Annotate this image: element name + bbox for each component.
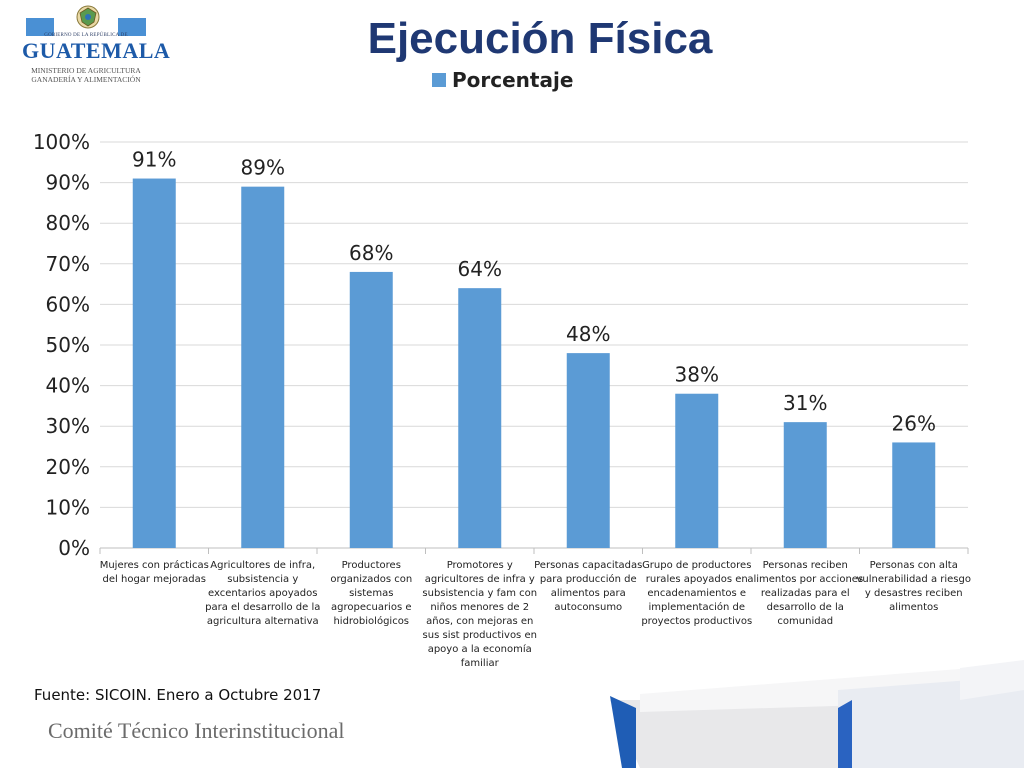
- x-tick-label-line: Personas con alta: [870, 560, 958, 571]
- x-tick-label-line: Grupo de productores: [642, 560, 751, 571]
- flag-band-left: [26, 18, 54, 36]
- data-label: 64%: [458, 257, 502, 281]
- x-tick-label: Mujeres con prácticas del hogar mejoradas: [100, 559, 209, 585]
- y-tick-label: 30%: [46, 414, 90, 438]
- data-label: 31%: [783, 391, 827, 415]
- x-tick-label-line: rurales apoyados en: [646, 574, 748, 585]
- x-tick-label-line: realizadas para el: [761, 588, 850, 599]
- x-tick-label: Productores organizados con sistemas agrope…: [330, 560, 412, 627]
- ministry-line-2: GANADERÍA Y ALIMENTACIÓN: [31, 75, 141, 84]
- bar: [132, 178, 176, 549]
- data-label: 48%: [566, 322, 610, 346]
- x-tick-label: Personas reciben alimentos por acciones re…: [747, 560, 863, 627]
- x-tick-label-line: alimentos para: [551, 588, 626, 599]
- x-tick-label-line: proyectos productivos: [641, 616, 752, 627]
- committee-name: Comité Técnico Interinstitucional: [48, 718, 345, 743]
- coat-of-arms-icon: [76, 5, 100, 29]
- x-tick-label-line: para el desarrollo de la: [205, 602, 320, 613]
- x-tick-label-line: y desastres reciben: [865, 588, 963, 599]
- y-tick-label: 90%: [46, 171, 90, 195]
- y-tick-label: 60%: [46, 292, 90, 316]
- x-tick-label: Personas con alta vulnerabilidad a riesgo…: [857, 560, 971, 613]
- y-tick-label: 20%: [46, 455, 90, 479]
- x-tick-label-line: comunidad: [777, 616, 833, 627]
- data-label: 26%: [892, 411, 936, 435]
- legend-label: Porcentaje: [452, 68, 574, 92]
- x-tick-label-line: para producción de: [540, 573, 637, 585]
- legend-swatch: [432, 73, 446, 87]
- data-label: 91%: [132, 148, 176, 172]
- x-tick-label-line: desarrollo de la: [767, 602, 844, 613]
- bar: [241, 186, 285, 548]
- slide-title: Ejecución Física: [367, 14, 713, 63]
- x-tick-label-line: alimentos: [889, 602, 938, 613]
- x-tick-label-line: agricultura alternativa: [207, 616, 319, 627]
- x-tick-label-line: sus sist productivos en: [423, 630, 537, 641]
- ministry-line-1: MINISTERIO DE AGRICULTURA: [31, 66, 141, 75]
- x-tick-label-line: alimentos por acciones: [747, 574, 863, 585]
- x-tick-label-line: Personas reciben: [763, 560, 848, 571]
- government-text: GOBIERNO DE LA REPÚBLICA DE: [44, 33, 128, 38]
- x-tick-label-line: vulnerabilidad a riesgo: [857, 574, 971, 585]
- bar: [458, 288, 502, 548]
- bar: [783, 422, 827, 548]
- bar-chart: 0% 10% 20% 30% 40% 50% 60% 70% 80% 90% 100% 91% Muje…: [33, 130, 971, 669]
- chart-legend: Porcentaje: [432, 68, 573, 92]
- bar: [566, 353, 610, 548]
- x-tick-label-line: autoconsumo: [554, 602, 622, 613]
- x-tick-label-line: subsistencia y: [227, 574, 298, 585]
- bar: [349, 271, 393, 548]
- y-tick-label: 40%: [46, 374, 90, 398]
- x-tick-label-line: Productores: [342, 560, 401, 571]
- x-tick-label: Agricultores de infra, subsistencia y exce…: [205, 560, 320, 627]
- data-label: 38%: [675, 363, 719, 387]
- x-tick-label-line: niños menores de 2: [430, 602, 529, 613]
- x-tick-label-line: implementación de: [649, 601, 746, 613]
- data-label: 68%: [349, 241, 393, 265]
- x-tick-label-line: apoyo a la economía: [428, 643, 532, 655]
- ministry-logo: GOBIERNO DE LA REPÚBLICA DE GUATEMALA MI…: [22, 4, 171, 88]
- source-note: Fuente: SICOIN. Enero a Octubre 2017: [34, 686, 322, 704]
- x-tick-label-line: subsistencia y fam con: [422, 588, 537, 599]
- x-tick-label-line: Promotores y: [447, 560, 513, 571]
- x-tick-label-line: organizados con: [330, 574, 412, 585]
- x-tick-label-line: Personas capacitadas: [534, 560, 642, 571]
- x-tick-label-line: agropecuarios e: [331, 602, 412, 613]
- y-tick-label: 0%: [58, 536, 90, 560]
- bar: [892, 442, 936, 548]
- y-tick-label: 50%: [46, 333, 90, 357]
- country-wordmark: GUATEMALA: [22, 38, 171, 63]
- flag-band-right: [118, 18, 146, 36]
- x-tick-label: Promotores y agricultores de infra y subsi…: [422, 560, 537, 669]
- ministry-name: MINISTERIO DE AGRICULTURA GANADERÍA Y AL…: [22, 66, 150, 84]
- x-tick-label-line: del hogar mejoradas: [103, 574, 206, 585]
- x-tick-label-line: excentarios apoyados: [208, 588, 317, 599]
- y-tick-label: 70%: [46, 252, 90, 276]
- x-tick-label: Grupo de productores rurales apoyados en e…: [641, 560, 752, 627]
- data-label: 89%: [241, 156, 285, 180]
- x-tick-label-line: hidrobiológicos: [333, 615, 409, 627]
- x-tick-label-line: Agricultores de infra,: [210, 560, 315, 571]
- y-tick-label: 80%: [46, 211, 90, 235]
- x-tick-label-line: encadenamientos e: [647, 588, 746, 599]
- x-tick-label-line: años, con mejoras en: [426, 616, 533, 627]
- y-tick-label: 100%: [33, 130, 90, 154]
- y-tick-label: 10%: [46, 495, 90, 519]
- x-tick-label-line: sistemas: [349, 588, 393, 599]
- x-tick-label-line: Mujeres con prácticas: [100, 559, 209, 571]
- x-tick-label-line: agricultores de infra y: [425, 574, 535, 585]
- x-tick-label: Personas capacitadas para producción de al…: [534, 560, 642, 613]
- bar: [675, 393, 719, 548]
- x-tick-label-line: familiar: [461, 658, 500, 669]
